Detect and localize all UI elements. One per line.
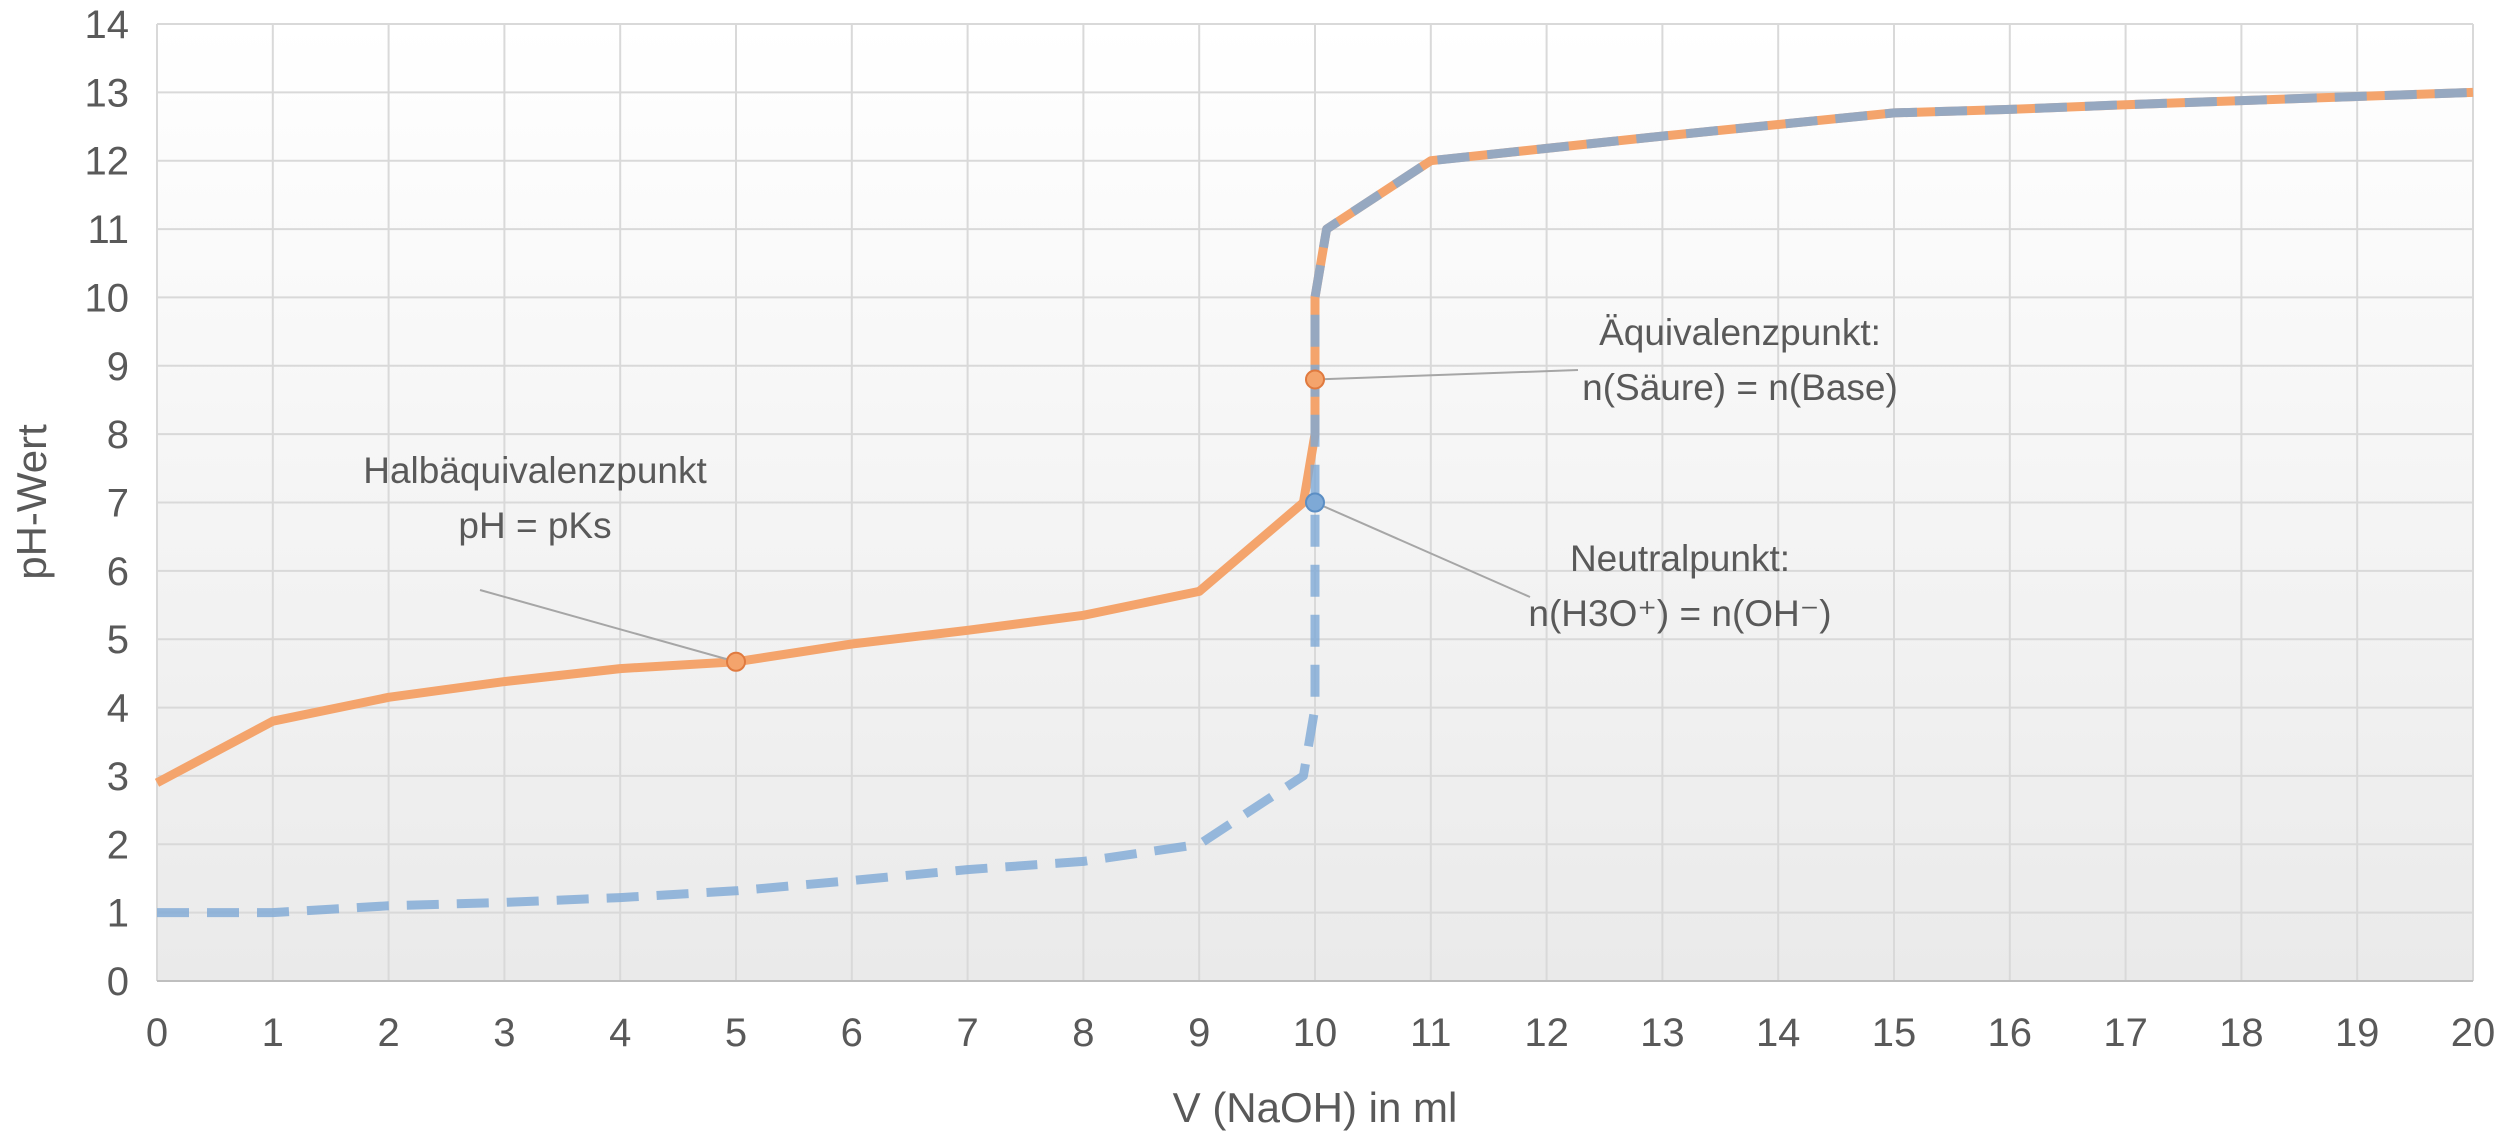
y-axis-title: pH-Wert xyxy=(8,424,55,580)
x-tick-label: 15 xyxy=(1872,1011,1917,1055)
x-tick-label: 14 xyxy=(1756,1011,1801,1055)
annotation-label: Halbäquivalenzpunkt xyxy=(363,450,707,491)
y-tick-label: 12 xyxy=(85,140,130,184)
y-tick-label: 11 xyxy=(87,208,129,252)
x-tick-label: 10 xyxy=(1293,1011,1338,1055)
annotation-label: Äquivalenzpunkt: xyxy=(1599,312,1881,353)
x-tick-label: 17 xyxy=(2103,1011,2148,1055)
x-tick-label: 7 xyxy=(956,1011,978,1055)
point-marker xyxy=(726,651,746,672)
x-tick-label: 5 xyxy=(725,1011,747,1055)
x-tick-label: 6 xyxy=(841,1011,863,1055)
x-tick-label: 0 xyxy=(146,1011,168,1055)
y-tick-label: 9 xyxy=(107,345,129,389)
point-marker xyxy=(1305,492,1325,513)
x-tick-label: 13 xyxy=(1640,1011,1685,1055)
x-tick-label: 20 xyxy=(2451,1011,2496,1055)
x-tick-label: 16 xyxy=(1988,1011,2033,1055)
annotation-leader-line xyxy=(1314,501,1531,598)
x-tick-label: 8 xyxy=(1072,1011,1094,1055)
y-tick-label: 3 xyxy=(107,755,129,799)
y-tick-label: 7 xyxy=(107,482,129,526)
y-tick-label: 8 xyxy=(107,413,129,457)
annotation-label: pH = pKs xyxy=(458,505,611,546)
x-axis-title: V (NaOH) in ml xyxy=(1173,1084,1458,1131)
annotation-leader-line xyxy=(1314,369,1579,381)
series-group xyxy=(154,87,2474,918)
y-tick-label: 5 xyxy=(107,618,129,662)
markers xyxy=(726,369,1325,672)
annotation-label: n(H3O⁺) = n(OH⁻) xyxy=(1528,593,1831,634)
y-tick-label: 0 xyxy=(107,960,129,1004)
y-tick-label: 14 xyxy=(85,3,130,47)
y-tick-label: 13 xyxy=(85,71,130,115)
y-tick-label: 10 xyxy=(85,276,130,320)
annotation-leader-line xyxy=(479,589,737,663)
x-tick-label: 12 xyxy=(1524,1011,1569,1055)
x-tick-label: 19 xyxy=(2335,1011,2380,1055)
point-marker xyxy=(1305,369,1325,390)
x-tick-label: 3 xyxy=(493,1011,515,1055)
annotation-label: n(Säure) = n(Base) xyxy=(1582,367,1898,408)
y-tick-label: 4 xyxy=(107,687,129,731)
y-tick-label: 6 xyxy=(107,550,129,594)
x-tick-label: 1 xyxy=(262,1011,284,1055)
x-tick-label: 2 xyxy=(377,1011,399,1055)
y-tick-label: 1 xyxy=(107,892,129,936)
annotations: Halbäquivalenzpunkt pH = pKs Äquivalenzpun… xyxy=(363,312,1898,663)
x-tick-label: 4 xyxy=(609,1011,631,1055)
y-tick-label: 2 xyxy=(107,823,129,867)
x-tick-label: 18 xyxy=(2219,1011,2264,1055)
annotation-label: Neutralpunkt: xyxy=(1570,538,1790,579)
x-tick-label: 9 xyxy=(1188,1011,1210,1055)
x-tick-label: 11 xyxy=(1410,1011,1452,1055)
